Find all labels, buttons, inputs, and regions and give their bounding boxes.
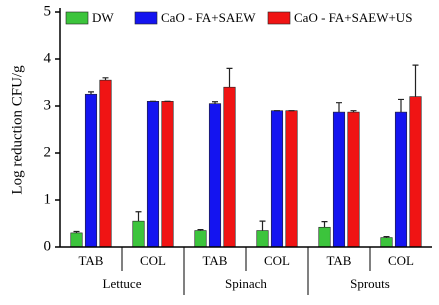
error-bar <box>398 98 404 113</box>
legend-swatch <box>134 11 158 25</box>
legend-label: CaO - FA+SAEW <box>161 10 256 25</box>
error-bar <box>336 102 342 113</box>
error-bar <box>73 230 80 233</box>
y-tick-label: 2 <box>44 144 52 160</box>
x-tick-label: COL <box>388 253 414 268</box>
error-bar <box>259 220 266 231</box>
error-bar <box>383 236 390 238</box>
x-tick-label: COL <box>140 253 166 268</box>
legend-label: CaO - FA+SAEW+US <box>294 10 412 25</box>
bar <box>70 232 83 248</box>
x-tick-label: TAB <box>79 253 104 268</box>
bar <box>208 103 222 248</box>
bar <box>146 101 160 248</box>
bar <box>409 96 422 248</box>
legend-swatch <box>65 11 89 25</box>
bar <box>132 220 145 248</box>
bar <box>285 110 298 248</box>
error-bar <box>321 221 328 228</box>
x-tick-label: TAB <box>203 253 228 268</box>
error-bar <box>135 211 142 222</box>
group-label: Sprouts <box>350 276 390 291</box>
legend-label: DW <box>92 10 114 25</box>
y-axis-label: Log reduction CFU/g <box>9 65 25 195</box>
y-tick-label: 0 <box>44 238 52 254</box>
group-label: Spinach <box>225 276 267 291</box>
bar <box>99 79 112 248</box>
group-label: Lettuce <box>103 276 142 291</box>
x-tick-label: COL <box>264 253 290 268</box>
bar <box>161 101 174 248</box>
error-bar <box>350 110 357 113</box>
x-tick-label: TAB <box>327 253 352 268</box>
error-bar <box>212 101 218 104</box>
bar <box>256 230 269 248</box>
y-tick-label: 3 <box>44 97 52 113</box>
bar <box>223 86 236 248</box>
bar <box>394 111 408 248</box>
error-bar <box>412 64 419 97</box>
bar <box>332 111 346 248</box>
bar <box>270 110 284 248</box>
bar <box>84 93 98 248</box>
bar <box>194 230 207 248</box>
legend-swatch <box>267 11 291 25</box>
y-tick-label: 4 <box>44 50 52 66</box>
error-bar <box>88 91 94 95</box>
error-bar <box>197 229 204 231</box>
bar <box>380 237 393 248</box>
y-tick-label: 5 <box>44 3 52 19</box>
bar <box>347 111 360 248</box>
error-bar <box>102 77 109 81</box>
bar <box>318 226 331 248</box>
error-bar <box>226 67 233 88</box>
y-tick-label: 1 <box>44 191 52 207</box>
